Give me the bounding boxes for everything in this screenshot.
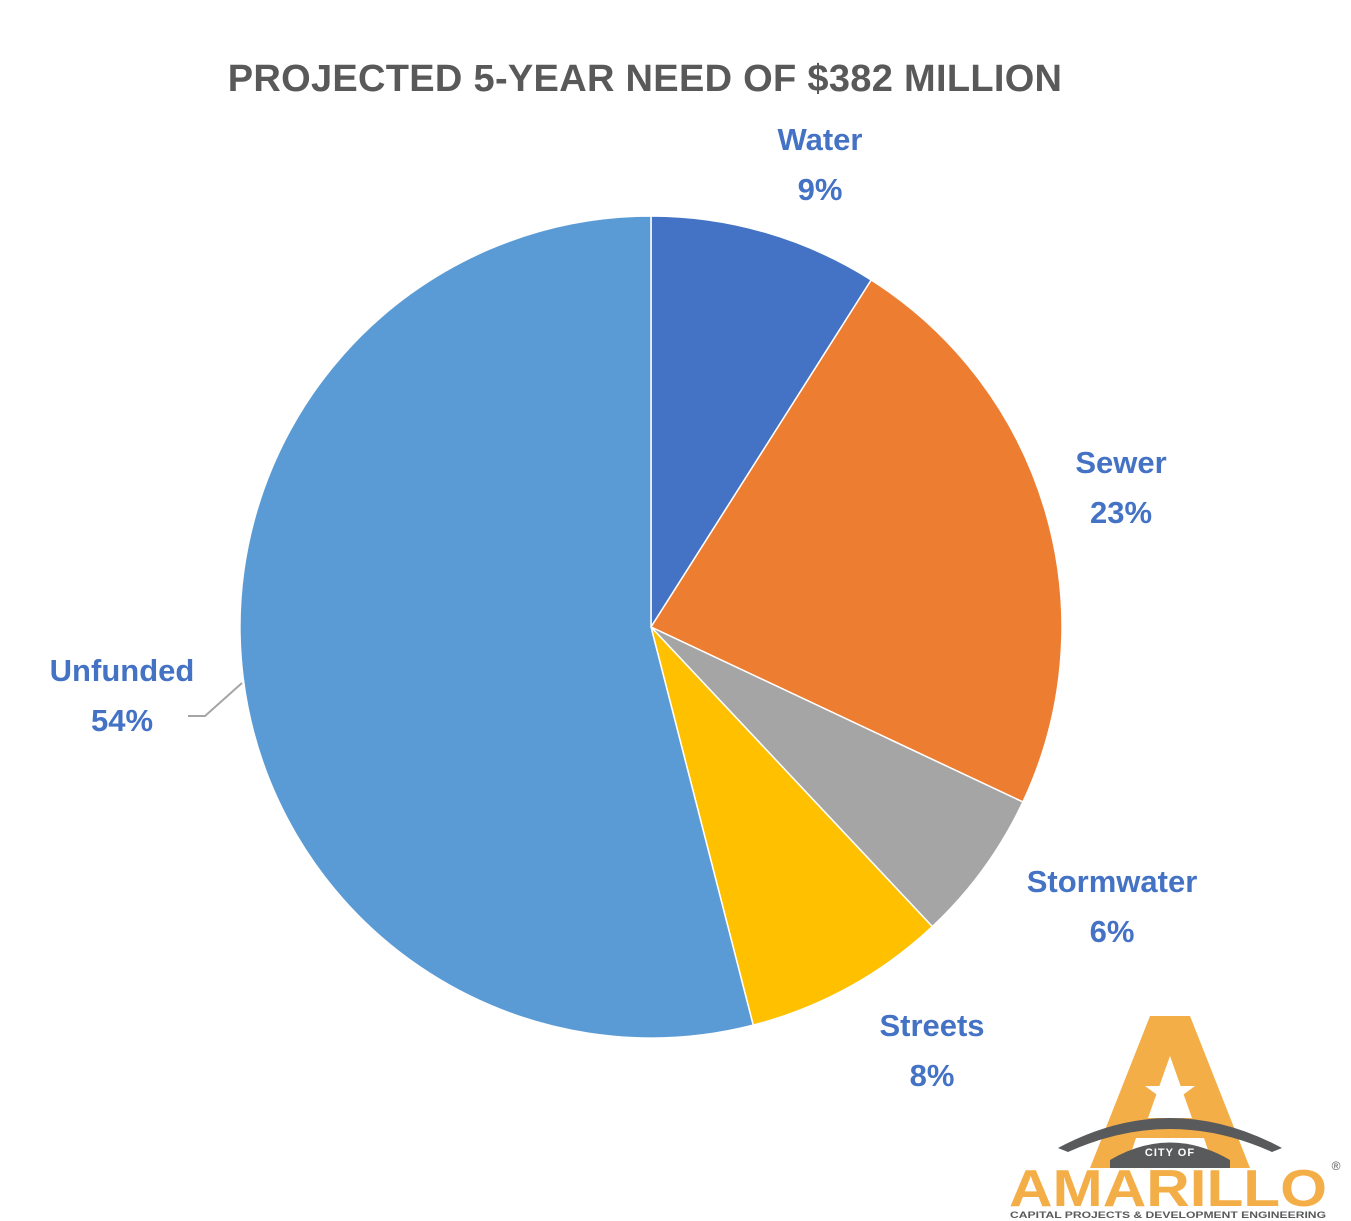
label-unfunded-value: 54% <box>90 703 154 738</box>
label-unfunded-name: Unfunded <box>49 653 195 688</box>
label-streets-value: 8% <box>909 1058 955 1093</box>
logo-subtitle: CAPITAL PROJECTS & DEVELOPMENT ENGINEERI… <box>1010 1210 1326 1220</box>
label-sewer: Sewer 23% <box>1046 438 1196 538</box>
label-sewer-name: Sewer <box>1075 445 1167 480</box>
label-stormwater-value: 6% <box>1089 914 1135 949</box>
logo-star-icon <box>1145 1068 1195 1115</box>
label-streets: Streets 8% <box>857 1001 1007 1101</box>
label-water-name: Water <box>777 122 863 157</box>
label-sewer-value: 23% <box>1089 495 1153 530</box>
pie-slice-stormwater <box>650 626 1024 928</box>
logo-name: AMARILLO <box>1009 1160 1327 1218</box>
label-stormwater-name: Stormwater <box>1026 864 1198 899</box>
logo-city-of: CITY OF <box>1145 1147 1195 1159</box>
label-water: Water 9% <box>745 115 895 215</box>
label-streets-name: Streets <box>879 1008 985 1043</box>
pie-slice-streets <box>650 626 934 1027</box>
label-water-value: 9% <box>797 172 843 207</box>
chart-title: PROJECTED 5-YEAR NEED OF $382 MILLION <box>227 58 1063 100</box>
pie-slice-unfunded <box>239 215 755 1039</box>
leader-line-unfunded <box>188 682 243 717</box>
logo-arch <box>1058 1118 1282 1152</box>
logo-registered-mark: ® <box>1332 1159 1341 1173</box>
pie-slice-sewer <box>649 278 1063 803</box>
pie-slice-water <box>650 215 873 630</box>
city-of-amarillo-logo: CITY OF AMARILLO ® CAPITAL PROJECTS & DE… <box>1009 1016 1341 1220</box>
label-unfunded: Unfunded 54% <box>32 646 212 746</box>
logo-arch-band <box>1110 1142 1230 1168</box>
label-stormwater: Stormwater 6% <box>1002 857 1222 957</box>
